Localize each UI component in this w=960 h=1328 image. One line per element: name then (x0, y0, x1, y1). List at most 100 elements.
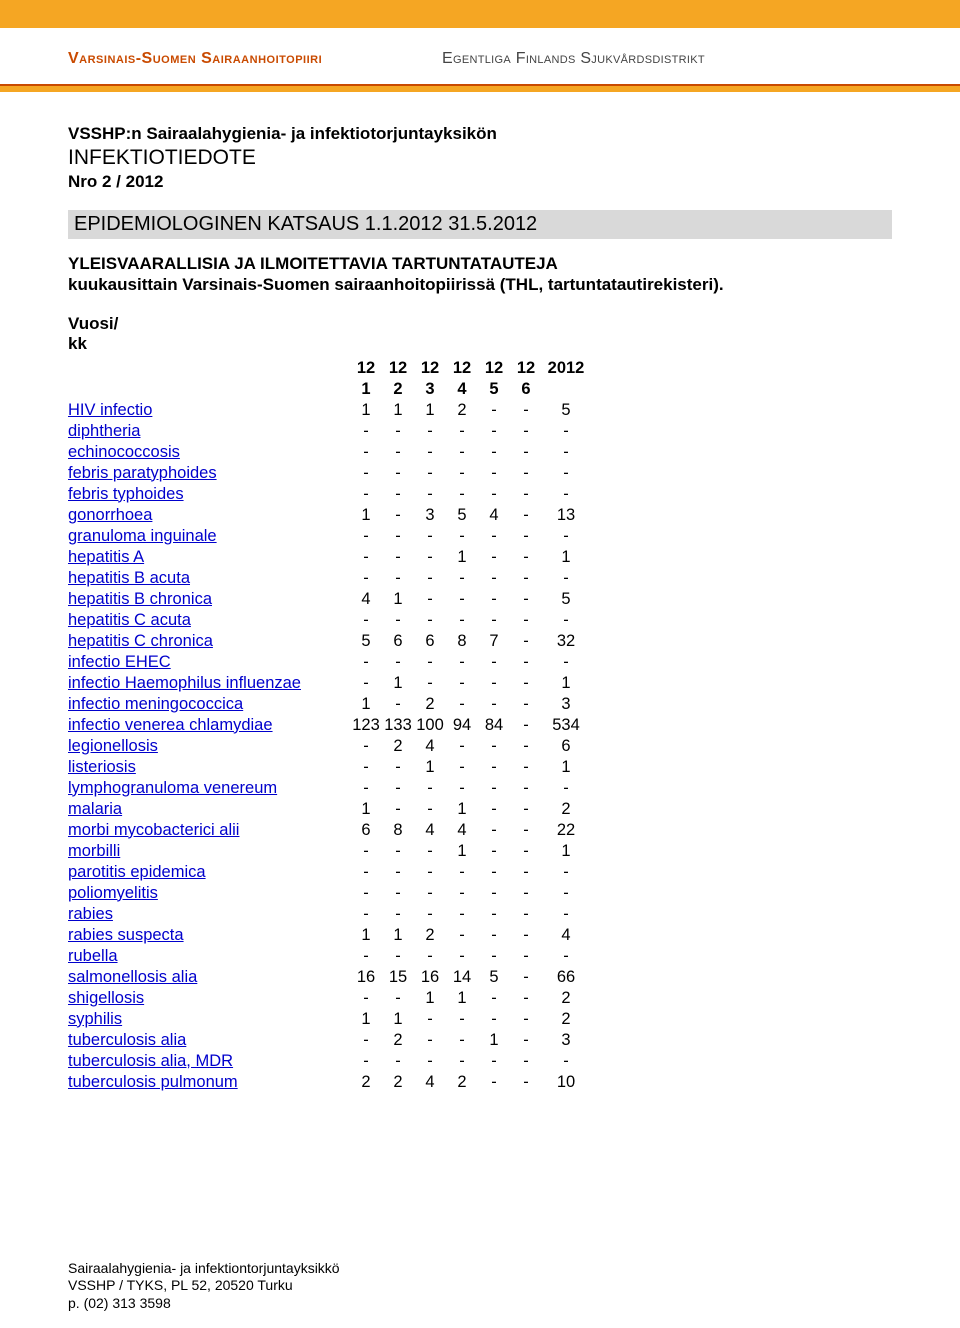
table-cell: - (414, 421, 446, 442)
table-cell: - (350, 547, 382, 568)
table-cell: - (478, 946, 510, 967)
table-row: morbilli---1--1 (68, 841, 590, 862)
table-cell: - (542, 652, 590, 673)
disease-link[interactable]: infectio meningococcica (68, 694, 350, 715)
table-row: shigellosis--11--2 (68, 988, 590, 1009)
table-cell: - (510, 1009, 542, 1030)
disease-link[interactable]: infectio EHEC (68, 652, 350, 673)
intro-line1: YLEISVAARALLISIA JA ILMOITETTAVIA TARTUN… (68, 254, 558, 273)
disease-link[interactable]: listeriosis (68, 757, 350, 778)
table-cell: - (350, 463, 382, 484)
table-cell: - (350, 904, 382, 925)
disease-link[interactable]: poliomyelitis (68, 883, 350, 904)
disease-link[interactable]: diphtheria (68, 421, 350, 442)
table-cell: - (478, 1009, 510, 1030)
disease-link[interactable]: hepatitis C chronica (68, 631, 350, 652)
table-cell: - (510, 736, 542, 757)
table-cell: - (510, 505, 542, 526)
disease-link[interactable]: parotitis epidemica (68, 862, 350, 883)
disease-link[interactable]: salmonellosis alia (68, 967, 350, 988)
disease-link[interactable]: shigellosis (68, 988, 350, 1009)
table-cell: 123 (350, 715, 382, 736)
table-cell: - (414, 1051, 446, 1072)
disease-link[interactable]: granuloma inguinale (68, 526, 350, 547)
table-cell: - (414, 883, 446, 904)
table-cell: - (510, 442, 542, 463)
table-cell: - (542, 526, 590, 547)
table-cell: - (446, 526, 478, 547)
table-row: diphtheria------- (68, 421, 590, 442)
disease-link[interactable]: tuberculosis alia, MDR (68, 1051, 350, 1072)
table-cell: 1 (446, 841, 478, 862)
disease-link[interactable]: HIV infectio (68, 400, 350, 421)
table-cell: - (446, 1051, 478, 1072)
table-cell: - (350, 862, 382, 883)
disease-link[interactable]: morbilli (68, 841, 350, 862)
table-cell: 5 (350, 631, 382, 652)
table-cell: - (414, 1030, 446, 1051)
table-cell: 32 (542, 631, 590, 652)
table-row: tuberculosis pulmonum2242--10 (68, 1072, 590, 1093)
disease-link[interactable]: febris typhoides (68, 484, 350, 505)
disease-link[interactable]: malaria (68, 799, 350, 820)
disease-table: 1212121212122012123456 HIV infectio1112-… (68, 358, 590, 1093)
table-cell: - (382, 799, 414, 820)
table-cell: 2 (446, 400, 478, 421)
table-header-top: 12 (510, 358, 542, 379)
disease-link[interactable]: legionellosis (68, 736, 350, 757)
table-row: rabies suspecta112---4 (68, 925, 590, 946)
disease-link[interactable]: syphilis (68, 1009, 350, 1030)
table-row: syphilis11----2 (68, 1009, 590, 1030)
table-cell: 3 (414, 505, 446, 526)
disease-link[interactable]: tuberculosis alia (68, 1030, 350, 1051)
disease-link[interactable]: rabies suspecta (68, 925, 350, 946)
disease-link[interactable]: hepatitis A (68, 547, 350, 568)
table-cell: 5 (478, 967, 510, 988)
table-cell: - (510, 400, 542, 421)
disease-link[interactable]: rubella (68, 946, 350, 967)
table-cell: - (510, 568, 542, 589)
table-cell: - (510, 526, 542, 547)
header-band: Varsinais-Suomen Sairaanhoitopiiri Egent… (0, 28, 960, 86)
disease-link[interactable]: morbi mycobacterici alii (68, 820, 350, 841)
footer-line3: p. (02) 313 3598 (68, 1295, 340, 1313)
table-cell: - (542, 610, 590, 631)
table-row: malaria1--1--2 (68, 799, 590, 820)
table-cell: - (350, 610, 382, 631)
table-cell: 1 (382, 400, 414, 421)
table-cell: 1 (446, 547, 478, 568)
table-cell: - (542, 421, 590, 442)
table-cell: - (478, 820, 510, 841)
table-row: morbi mycobacterici alii6844--22 (68, 820, 590, 841)
table-cell: - (510, 421, 542, 442)
table-cell: - (414, 484, 446, 505)
table-cell: 1 (542, 673, 590, 694)
table-cell: 1 (542, 757, 590, 778)
disease-link[interactable]: lymphogranuloma venereum (68, 778, 350, 799)
table-cell: 1 (350, 1009, 382, 1030)
table-cell: - (510, 484, 542, 505)
disease-link[interactable]: infectio Haemophilus influenzae (68, 673, 350, 694)
disease-link[interactable]: hepatitis B chronica (68, 589, 350, 610)
table-cell: - (414, 946, 446, 967)
table-cell: - (510, 988, 542, 1009)
table-cell: - (510, 841, 542, 862)
table-cell: - (446, 652, 478, 673)
disease-link[interactable]: rabies (68, 904, 350, 925)
table-cell: 84 (478, 715, 510, 736)
disease-link[interactable]: echinococcosis (68, 442, 350, 463)
table-cell: 5 (446, 505, 478, 526)
disease-link[interactable]: hepatitis C acuta (68, 610, 350, 631)
disease-link[interactable]: infectio venerea chlamydiae (68, 715, 350, 736)
table-cell: - (446, 757, 478, 778)
table-row: hepatitis A---1--1 (68, 547, 590, 568)
disease-link[interactable]: tuberculosis pulmonum (68, 1072, 350, 1093)
table-cell: - (414, 442, 446, 463)
table-cell: - (542, 946, 590, 967)
table-cell: 22 (542, 820, 590, 841)
table-cell: - (542, 1051, 590, 1072)
disease-link[interactable]: gonorrhoea (68, 505, 350, 526)
table-row: poliomyelitis------- (68, 883, 590, 904)
disease-link[interactable]: hepatitis B acuta (68, 568, 350, 589)
disease-link[interactable]: febris paratyphoides (68, 463, 350, 484)
